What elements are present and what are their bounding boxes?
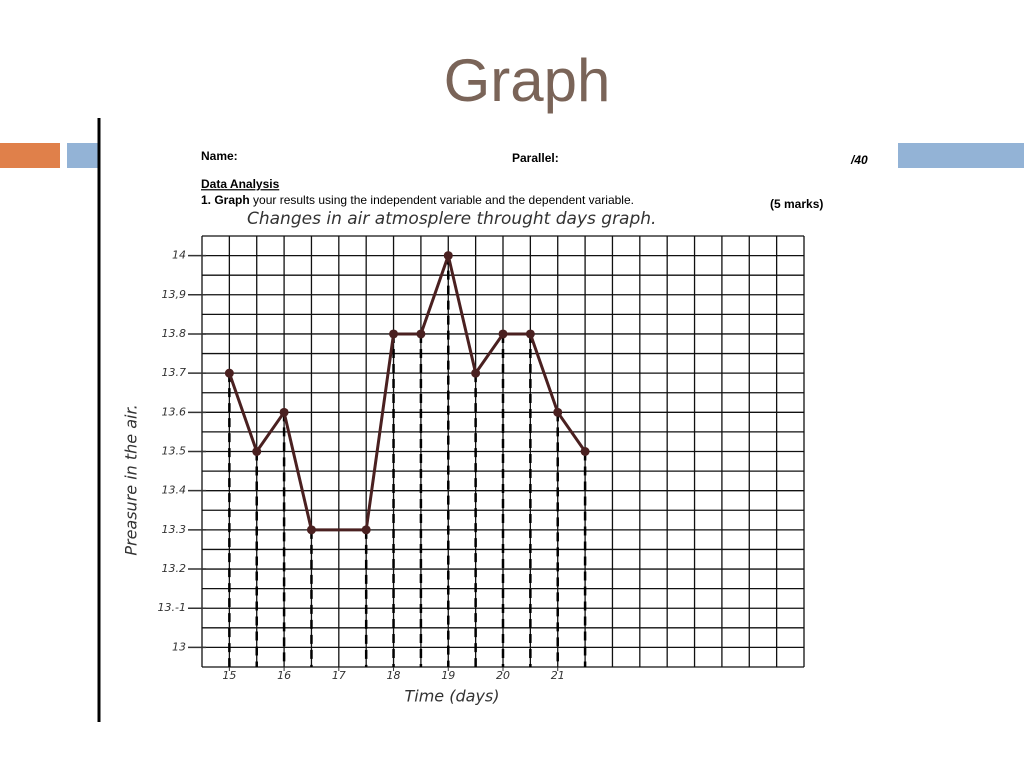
instruction: 1. Graph your results using the independ… <box>201 193 634 207</box>
y-tick-label: 14 <box>172 249 186 262</box>
data-point <box>443 251 453 261</box>
x-tick-label: 18 <box>387 669 401 682</box>
data-point <box>389 329 399 339</box>
y-tick-label: 13.4 <box>162 484 187 497</box>
data-point <box>580 447 590 456</box>
chart-subtitle: Changes in air atmosplere throught days … <box>247 209 656 229</box>
parallel-field: Parallel: <box>512 151 559 165</box>
instruction-bold: 1. Graph <box>201 193 250 207</box>
y-tick-label: 13.7 <box>162 366 187 379</box>
x-tick-label: 21 <box>551 669 565 682</box>
y-tick-label: 13.5 <box>162 445 187 458</box>
data-point <box>471 368 481 378</box>
data-point <box>252 447 262 456</box>
data-point <box>525 329 535 339</box>
data-point <box>279 407 289 417</box>
y-tick-label: 13.2 <box>162 562 187 575</box>
data-point <box>224 368 234 378</box>
x-tick-label: 20 <box>496 669 510 682</box>
data-point <box>306 525 316 535</box>
x-tick-label: 19 <box>441 669 455 682</box>
section-title: Data Analysis <box>201 177 280 191</box>
x-tick-label: 17 <box>332 669 346 682</box>
y-tick-label: 13,9 <box>162 288 187 301</box>
slide-title: Graph <box>444 47 611 114</box>
x-tick-label: 15 <box>222 669 236 682</box>
worksheet <box>99 118 889 722</box>
score-field: /40 <box>850 153 868 167</box>
y-tick-label: 13.8 <box>162 327 187 340</box>
data-point <box>553 407 563 417</box>
y-tick-label: 13.3 <box>162 523 187 536</box>
y-axis-label: Preasure in the air. <box>122 404 141 555</box>
y-tick-label: 13.6 <box>162 405 187 418</box>
accent-bar <box>67 143 99 168</box>
instruction-text: your results using the independent varia… <box>253 193 634 207</box>
accent-bar <box>898 143 1024 168</box>
marks: (5 marks) <box>770 197 823 211</box>
data-point <box>361 525 371 535</box>
y-tick-label: 13.-1 <box>158 601 186 614</box>
accent-bar <box>0 143 60 168</box>
data-point <box>416 329 426 339</box>
data-point <box>498 329 508 339</box>
name-field: Name: <box>201 149 238 163</box>
x-axis-label: Time (days) <box>405 687 500 706</box>
x-tick-label: 16 <box>277 669 291 682</box>
y-tick-label: 13 <box>172 640 186 653</box>
